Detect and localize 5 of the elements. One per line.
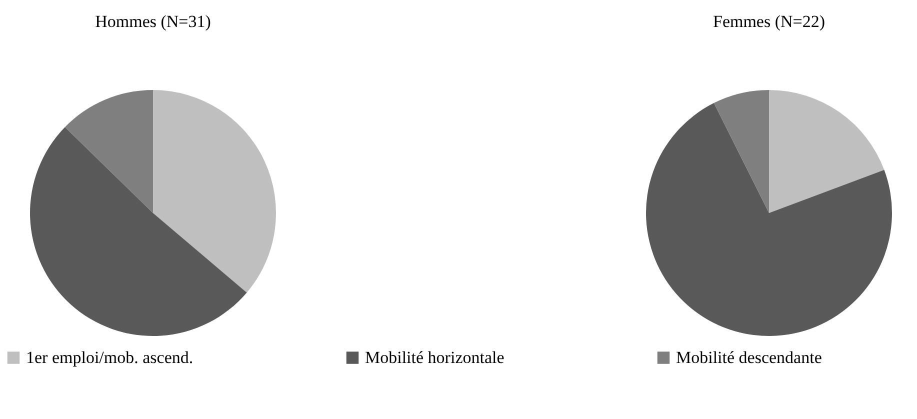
slice-label: Hommes (N=31)	[95, 12, 211, 31]
legend-label: 1er emploi/mob. ascend.	[26, 348, 194, 367]
slice-label: Femmes (N=22)	[712, 12, 826, 31]
legend-label: Mobilité descendante	[676, 348, 822, 367]
legend-label: Mobilité horizontale	[365, 348, 504, 367]
